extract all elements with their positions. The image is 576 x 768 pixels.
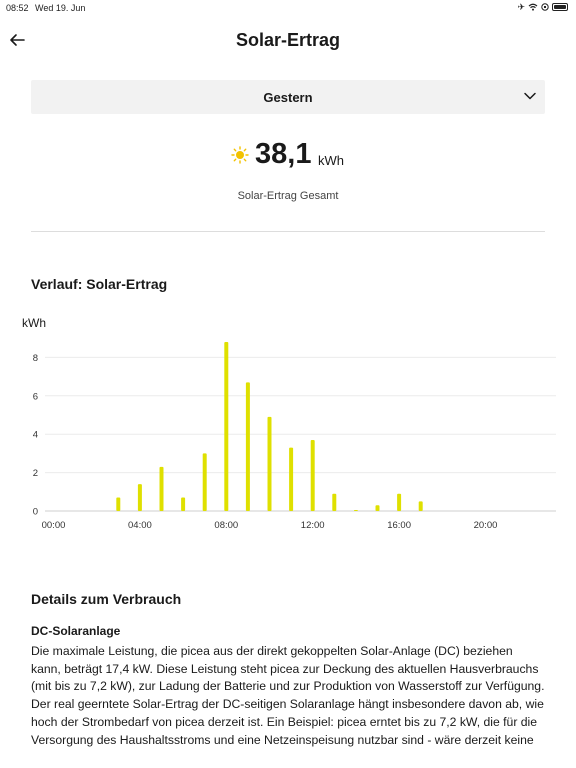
chart-bar — [375, 505, 380, 511]
wifi-icon — [528, 3, 538, 11]
y-tick-label: 6 — [33, 391, 38, 402]
status-bar: 08:52 Wed 19. Jun ✈ — [0, 0, 576, 16]
y-tick-label: 8 — [33, 353, 38, 364]
x-tick-label: 00:00 — [42, 520, 66, 531]
page-title: Solar-Ertrag — [235, 30, 341, 50]
period-dropdown[interactable]: Gestern — [31, 80, 545, 114]
status-date: Wed 19. Jun — [35, 3, 86, 13]
sun-icon — [231, 146, 249, 164]
chart-bar — [245, 382, 250, 511]
y-tick-label: 2 — [33, 468, 38, 479]
status-time: 08:52 — [6, 3, 29, 13]
orientation-lock-icon — [541, 3, 549, 11]
x-tick-label: 20:00 — [474, 520, 498, 531]
x-tick-label: 12:00 — [301, 520, 325, 531]
chevron-down-icon — [524, 92, 536, 100]
chart-bar — [202, 453, 207, 511]
chart-bar — [353, 510, 358, 511]
total-yield-value: 38,1 — [255, 138, 312, 170]
total-yield-caption: Solar-Ertrag Gesamt — [237, 190, 339, 202]
chart-bar — [116, 497, 121, 511]
chart-bar — [224, 342, 229, 511]
arrow-left-icon — [10, 34, 25, 46]
chart-bar — [267, 416, 272, 511]
x-tick-label: 04:00 — [128, 520, 152, 531]
details-subtitle: DC-Solaranlage — [31, 624, 121, 638]
y-tick-label: 4 — [33, 430, 38, 441]
yield-chart: kWh 0 2 4 6 8 00:00 04:00 08:00 12:00 16:00 20:00 — [0, 300, 576, 540]
divider — [31, 231, 545, 232]
x-tick-label: 16:00 — [387, 520, 411, 531]
chart-section-title: Verlauf: Solar-Ertrag — [31, 276, 168, 292]
chart-bar — [289, 447, 294, 511]
chart-bar — [397, 493, 402, 511]
chart-bar — [181, 497, 186, 511]
y-axis-label: kWh — [22, 316, 46, 330]
total-yield-unit: kWh — [318, 153, 344, 168]
period-selected-label: Gestern — [263, 90, 313, 105]
status-icons: ✈ — [517, 2, 568, 12]
chart-bar — [159, 466, 164, 511]
chart-bar — [137, 484, 142, 511]
airplane-icon: ✈ — [517, 2, 525, 12]
chart-bar — [418, 501, 423, 511]
y-tick-label: 0 — [33, 507, 38, 518]
back-button[interactable] — [8, 28, 28, 52]
yield-chart-svg: kWh 0 2 4 6 8 00:00 04:00 08:00 12:00 16:00 20:00 — [22, 316, 556, 531]
header: Solar-Ertrag — [0, 26, 576, 58]
chart-bar — [332, 493, 337, 511]
battery-icon — [552, 3, 568, 11]
details-title: Details zum Verbrauch — [31, 591, 182, 607]
chart-bar — [310, 439, 315, 511]
x-tick-label: 08:00 — [214, 520, 238, 531]
details-body: Die maximale Leistung, die picea aus der… — [31, 644, 545, 747]
